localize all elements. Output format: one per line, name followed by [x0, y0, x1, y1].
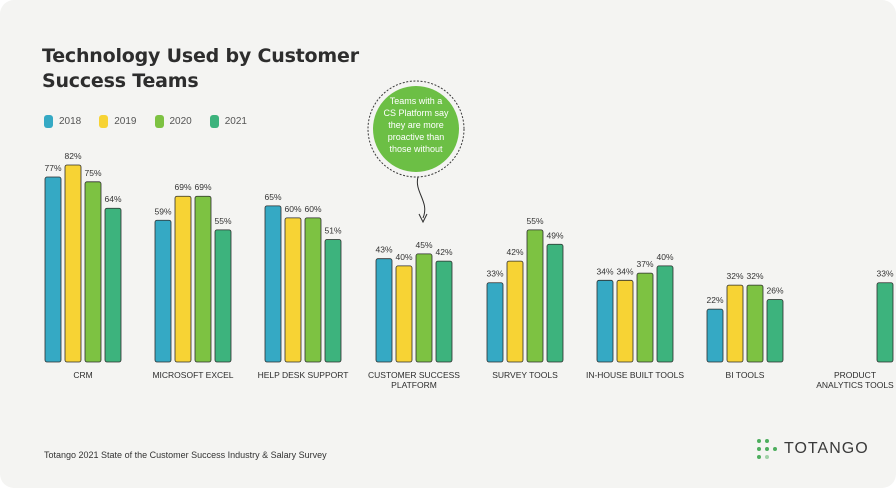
category-label-0: CRM — [73, 370, 92, 380]
data-label-2021-7: 33% — [876, 269, 893, 279]
callout-bubble — [373, 86, 459, 172]
legend-label-2021: 2021 — [224, 116, 247, 127]
data-label-2021-5: 40% — [656, 252, 673, 262]
data-label-2021-1: 55% — [214, 216, 231, 226]
data-label-2018-2: 65% — [264, 192, 281, 202]
legend-swatch-2019 — [99, 115, 109, 128]
legend-swatch-2018 — [44, 115, 53, 128]
legend-swatch-2020 — [154, 115, 164, 128]
category-label-3: CUSTOMER SUCCESS PLATFORM — [368, 370, 460, 390]
source-note: Totango 2021 State of the Customer Succe… — [44, 450, 327, 460]
data-label-2020-0: 75% — [84, 168, 101, 178]
data-label-2021-4: 49% — [546, 230, 563, 240]
bar-2018-1 — [154, 219, 172, 363]
category-label-6: BI TOOLS — [726, 370, 765, 380]
callout-arrowhead — [418, 213, 428, 224]
category-label-4: SURVEY TOOLS — [492, 370, 558, 380]
bar-2018-3 — [375, 258, 393, 363]
bar-2019-0 — [64, 164, 82, 363]
legend-label-2020: 2020 — [169, 116, 192, 127]
data-label-2019-3: 40% — [395, 252, 412, 262]
bar-2021-7 — [876, 282, 894, 363]
data-label-2019-1: 69% — [174, 182, 191, 192]
bar-2018-5 — [596, 279, 614, 363]
bar-2019-2 — [284, 217, 302, 363]
bar-2019-3 — [395, 265, 413, 363]
bar-2021-3 — [435, 260, 453, 363]
data-label-2019-5: 34% — [616, 266, 633, 276]
data-label-2021-6: 26% — [766, 286, 783, 296]
bar-2019-4 — [506, 260, 524, 363]
data-label-2018-6: 22% — [706, 295, 723, 305]
bar-2019-5 — [616, 279, 634, 363]
data-label-2020-6: 32% — [746, 271, 763, 281]
data-label-2021-3: 42% — [435, 247, 452, 257]
bar-2018-0 — [44, 176, 62, 363]
category-label-2: HELP DESK SUPPORT — [258, 370, 349, 380]
legend-label-2019: 2019 — [114, 116, 137, 127]
bar-2020-5 — [636, 272, 654, 363]
legend-item-2021: 2021 — [209, 115, 247, 128]
bar-2021-2 — [324, 239, 342, 363]
bar-2021-5 — [656, 265, 674, 363]
legend-item-2018: 2018 — [44, 115, 81, 128]
legend: 2018 2019 2020 2021 — [44, 115, 247, 128]
bar-2019-6 — [726, 284, 744, 363]
data-label-2020-1: 69% — [194, 182, 211, 192]
callout-arrow — [416, 176, 426, 219]
category-label-5: IN-HOUSE BUILT TOOLS — [586, 370, 684, 380]
data-label-2018-4: 33% — [486, 269, 503, 279]
data-label-2019-4: 42% — [506, 247, 523, 257]
data-label-2021-0: 64% — [104, 194, 121, 204]
totango-logo: TOTANGO — [757, 439, 869, 459]
data-label-2020-2: 60% — [304, 204, 321, 214]
data-label-2020-4: 55% — [526, 216, 543, 226]
logo-dots-icon — [757, 439, 777, 459]
bar-2020-2 — [304, 217, 322, 363]
bar-2020-0 — [84, 181, 102, 363]
bar-2021-6 — [766, 299, 784, 363]
bar-2020-4 — [526, 229, 544, 363]
legend-label-2018: 2018 — [59, 116, 82, 127]
bar-2021-1 — [214, 229, 232, 363]
bar-2020-1 — [194, 195, 212, 363]
bar-2020-6 — [746, 284, 764, 363]
data-label-2018-5: 34% — [596, 266, 613, 276]
data-label-2020-5: 37% — [636, 259, 653, 269]
logo-text: TOTANGO — [784, 440, 869, 457]
bar-2021-4 — [546, 243, 564, 363]
category-label-1: MICROSOFT EXCEL — [152, 370, 233, 380]
legend-swatch-2021 — [209, 115, 219, 128]
data-label-2018-0: 77% — [44, 163, 61, 173]
data-label-2019-2: 60% — [284, 204, 301, 214]
data-label-2018-1: 59% — [154, 206, 171, 216]
callout-text: Teams with a CS Platform say they are more… — [383, 96, 449, 154]
data-label-2019-0: 82% — [64, 151, 81, 161]
legend-item-2020: 2020 — [154, 115, 192, 128]
bar-2019-1 — [174, 195, 192, 363]
bar-2018-2 — [264, 205, 282, 363]
data-label-2020-3: 45% — [415, 240, 432, 250]
callout-ring — [367, 80, 465, 178]
data-label-2021-2: 51% — [324, 225, 341, 235]
data-label-2018-3: 43% — [375, 245, 392, 255]
chart-title: Technology Used by Customer Success Team… — [42, 45, 359, 92]
bar-2021-0 — [104, 207, 122, 363]
bar-2018-4 — [486, 282, 504, 363]
data-label-2019-6: 32% — [726, 271, 743, 281]
bar-2018-6 — [706, 308, 724, 363]
bar-2020-3 — [415, 253, 433, 363]
category-label-7: PRODUCT ANALYTICS TOOLS — [816, 370, 894, 390]
legend-item-2019: 2019 — [99, 115, 137, 128]
